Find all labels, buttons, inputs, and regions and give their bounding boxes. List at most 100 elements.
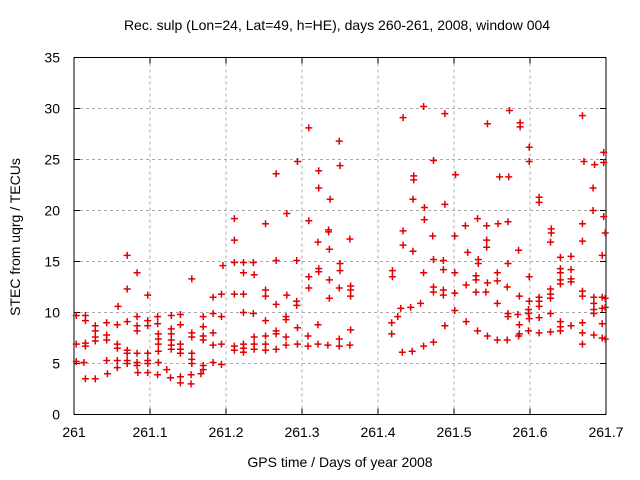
data-point	[123, 285, 131, 293]
data-point	[462, 281, 470, 289]
data-point	[283, 210, 291, 218]
data-point	[556, 280, 564, 288]
data-point	[504, 218, 512, 226]
data-point	[397, 304, 405, 312]
data-point	[167, 312, 175, 320]
data-point	[420, 342, 428, 350]
data-point	[547, 328, 555, 336]
data-point	[133, 269, 141, 277]
data-point	[315, 184, 323, 192]
data-point	[420, 102, 428, 110]
tick-marks	[73, 57, 607, 415]
data-point	[103, 336, 111, 344]
data-point	[394, 313, 402, 321]
data-point	[578, 319, 586, 327]
data-point	[483, 236, 491, 244]
data-point	[144, 360, 152, 367]
data-point	[199, 366, 207, 374]
y-tick-label: 0	[52, 407, 60, 423]
data-point	[496, 173, 504, 181]
data-point	[388, 273, 396, 281]
data-point	[462, 318, 470, 326]
data-point	[598, 251, 606, 259]
data-point	[133, 313, 141, 321]
data-point	[578, 329, 586, 337]
data-point	[239, 348, 247, 356]
data-point	[580, 158, 588, 166]
data-point	[493, 299, 501, 307]
data-points	[72, 102, 609, 388]
data-point	[483, 332, 491, 340]
data-point	[239, 259, 247, 267]
x-tick-label: 261	[62, 424, 86, 440]
data-point	[590, 310, 598, 318]
data-point	[167, 374, 175, 382]
data-point	[305, 124, 313, 132]
data-point	[589, 184, 597, 192]
x-tick-label: 261.1	[132, 424, 167, 440]
data-point	[398, 348, 406, 356]
y-tick-label: 25	[44, 152, 60, 168]
data-point	[410, 176, 418, 184]
data-point	[304, 332, 312, 340]
data-point	[80, 358, 88, 366]
data-point	[163, 366, 171, 374]
data-point	[217, 361, 225, 369]
data-point	[535, 329, 543, 337]
data-point	[589, 207, 597, 214]
data-point	[346, 341, 354, 349]
data-point	[239, 269, 247, 277]
data-point	[505, 173, 513, 181]
data-point	[217, 340, 225, 348]
data-point	[325, 228, 333, 236]
plot-area	[72, 57, 609, 415]
data-point	[601, 335, 609, 343]
data-point	[515, 246, 523, 254]
data-point	[199, 323, 207, 331]
data-point	[154, 320, 162, 328]
data-point	[154, 358, 162, 366]
data-point	[535, 198, 543, 206]
y-tick-label: 10	[44, 305, 60, 321]
data-point	[429, 255, 437, 263]
data-point	[293, 256, 301, 264]
data-point	[209, 341, 217, 349]
data-point	[81, 375, 89, 383]
plot-border	[73, 57, 607, 415]
data-point	[461, 222, 469, 230]
data-point	[314, 321, 322, 329]
data-point	[547, 310, 555, 318]
data-point	[91, 375, 99, 383]
data-point	[91, 327, 99, 335]
data-point	[283, 291, 291, 299]
data-point	[516, 123, 524, 131]
data-point	[464, 248, 472, 256]
data-point	[305, 273, 313, 281]
data-point	[144, 349, 152, 357]
data-point	[72, 340, 80, 348]
data-point	[325, 276, 333, 284]
data-point	[262, 332, 270, 340]
data-point	[388, 319, 396, 327]
data-point	[525, 158, 533, 166]
data-point	[535, 302, 543, 310]
data-point	[272, 170, 280, 178]
data-point	[567, 322, 575, 330]
data-point	[187, 380, 195, 388]
data-point	[441, 200, 449, 208]
data-point	[133, 362, 141, 370]
x-tick-label: 261.4	[360, 424, 395, 440]
data-point	[282, 341, 290, 349]
data-point	[113, 356, 121, 364]
data-point	[547, 294, 555, 302]
data-point	[556, 327, 564, 335]
data-point	[239, 290, 247, 298]
data-point	[601, 294, 609, 302]
data-point	[388, 267, 396, 275]
data-point	[578, 292, 586, 300]
data-point	[567, 266, 575, 274]
data-point	[209, 358, 217, 366]
data-point	[515, 292, 523, 300]
data-point	[472, 276, 480, 284]
data-point	[103, 370, 111, 378]
